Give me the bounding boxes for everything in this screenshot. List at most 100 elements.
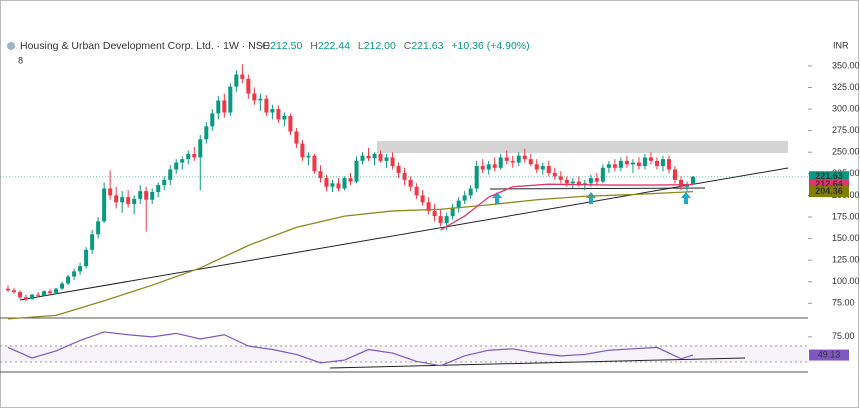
- rsi-tag: [809, 349, 849, 361]
- candle-body: [198, 139, 203, 158]
- candle-body: [426, 202, 431, 211]
- candle-body: [360, 155, 365, 161]
- y-tick-label: 300.00: [832, 103, 860, 113]
- candle-body: [618, 160, 623, 168]
- y-tick-label: 350.00: [832, 60, 860, 70]
- candle-body: [270, 109, 275, 113]
- candle-body: [78, 266, 83, 272]
- candle-body: [264, 98, 269, 113]
- y-tick-label: 325.00: [832, 82, 860, 92]
- candle-body: [204, 126, 209, 140]
- candle-body: [126, 197, 131, 205]
- candle-body: [660, 159, 665, 167]
- candle-body: [162, 179, 167, 186]
- rsi-tag-label: 49.13: [818, 349, 841, 359]
- candle-body: [282, 115, 287, 120]
- candle-body: [216, 100, 221, 114]
- rsi-trendline: [329, 357, 746, 369]
- change: +10.36 (+4.90%): [451, 40, 529, 52]
- candle-body: [138, 191, 143, 199]
- candle-body: [36, 294, 41, 296]
- candle-body: [666, 159, 671, 170]
- candle-body: [456, 200, 461, 208]
- candle-body: [42, 291, 47, 296]
- indicator-count: 8: [18, 55, 23, 65]
- candle-body: [408, 179, 413, 187]
- candle-body: [372, 153, 377, 159]
- candle-body: [654, 160, 659, 167]
- candle-body: [606, 164, 611, 168]
- candle-body: [522, 155, 527, 160]
- candle-body: [30, 294, 35, 300]
- price-tag: [809, 186, 849, 198]
- moving-average: [440, 183, 694, 231]
- candle-body: [648, 157, 653, 161]
- candle-body: [180, 159, 185, 163]
- label: H: [310, 40, 318, 52]
- candle-body: [672, 169, 677, 180]
- candle-body: [306, 155, 311, 158]
- candle-body: [108, 188, 113, 196]
- label: L: [358, 40, 364, 52]
- candle-body: [300, 143, 305, 158]
- candle-body: [12, 290, 17, 293]
- price-tag-label: 221.63: [815, 171, 843, 181]
- candle-body: [642, 157, 647, 167]
- label: O: [262, 40, 270, 52]
- candle-body: [576, 181, 581, 186]
- candle-body: [486, 164, 491, 170]
- candle-body: [132, 198, 137, 205]
- candle-body: [348, 178, 353, 182]
- price-tag-label: 204.36: [815, 186, 843, 196]
- candle-body: [570, 181, 575, 184]
- candle-body: [384, 157, 389, 161]
- y-tick-label: 175.00: [832, 211, 860, 221]
- arrow: [586, 192, 596, 204]
- y-tick-label: 75.00: [832, 331, 855, 341]
- price-tag: [809, 171, 849, 183]
- moving-average: [7, 190, 694, 320]
- candle-body: [114, 195, 119, 203]
- candle-body: [390, 157, 395, 167]
- candle-body: [612, 164, 617, 168]
- y-tick-label: 125.00: [832, 255, 860, 265]
- candle-body: [150, 191, 155, 200]
- rsi-band: [0, 346, 808, 362]
- y-tick-label: 100.00: [832, 276, 860, 286]
- candle-body: [102, 188, 107, 222]
- candle-body: [630, 162, 635, 165]
- rsi-line: [7, 331, 694, 367]
- candle-body: [504, 157, 509, 161]
- currency: INR: [833, 40, 849, 50]
- candle-body: [222, 100, 227, 113]
- candle-body: [636, 162, 641, 167]
- candle-body: [402, 172, 407, 180]
- candle-body: [168, 169, 173, 180]
- y-tick-label: 75.00: [832, 298, 855, 308]
- candle-body: [444, 216, 449, 224]
- candle-body: [558, 176, 563, 180]
- candle-body: [324, 178, 329, 187]
- candle-body: [192, 153, 197, 158]
- candle-body: [156, 185, 161, 192]
- candle-body: [18, 292, 23, 298]
- header: Housing & Urban Development Corp. Ltd. ·…: [20, 40, 530, 52]
- label: C: [404, 40, 412, 52]
- candle-body: [564, 179, 569, 184]
- candle-body: [342, 178, 347, 189]
- candle-body: [396, 166, 401, 173]
- candle-body: [54, 288, 59, 293]
- candle-body: [678, 179, 683, 187]
- candle-body: [480, 166, 485, 170]
- candle-body: [96, 221, 101, 235]
- price-tag: [809, 178, 849, 190]
- candle-body: [84, 249, 89, 267]
- candle-body: [546, 166, 551, 173]
- value: 212.00: [364, 40, 396, 52]
- symbol-icon: [7, 42, 15, 50]
- candle-body: [90, 234, 95, 250]
- candle-body: [432, 210, 437, 217]
- candle-body: [684, 184, 689, 187]
- candle-body: [210, 113, 215, 127]
